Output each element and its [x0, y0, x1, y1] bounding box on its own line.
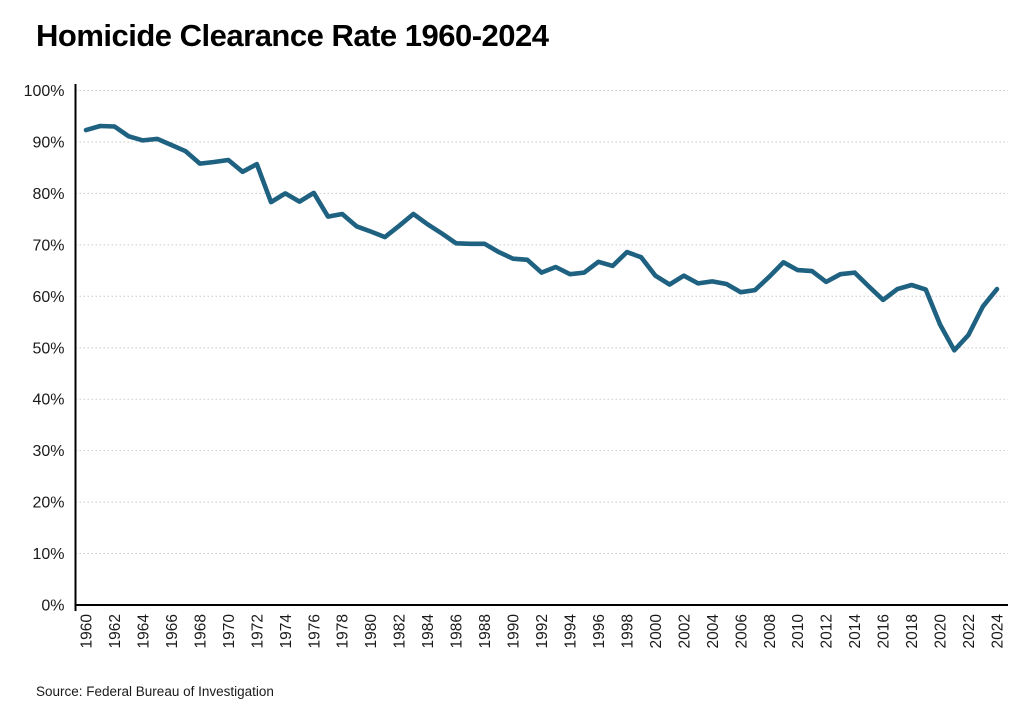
chart-title: Homicide Clearance Rate 1960-2024 — [36, 18, 549, 53]
x-axis-tick-label: 1970 — [221, 614, 238, 649]
x-axis-tick-label: 1998 — [619, 614, 636, 648]
x-axis-tick-label: 2002 — [676, 614, 693, 648]
x-axis-tick-label: 2024 — [990, 614, 1007, 649]
y-axis-tick-label: 90% — [32, 134, 64, 151]
x-axis-tick-label: 1976 — [306, 614, 323, 648]
x-axis-tick-label: 2010 — [790, 614, 807, 649]
y-axis-tick-label: 20% — [32, 495, 64, 512]
x-axis-tick-label: 2012 — [819, 614, 836, 648]
x-axis-tick-label: 1974 — [278, 614, 295, 649]
x-axis-tick-label: 1982 — [392, 614, 409, 648]
x-axis-tick-label: 1994 — [562, 614, 579, 649]
x-axis-tick-label: 2020 — [933, 614, 950, 649]
x-axis-tick-label: 2022 — [961, 614, 978, 648]
x-axis-tick-label: 1972 — [249, 614, 266, 648]
y-axis-tick-label: 10% — [32, 546, 64, 563]
y-axis-tick-label: 30% — [32, 443, 64, 460]
x-axis-tick-label: 2006 — [733, 614, 750, 648]
x-axis-tick-label: 1964 — [135, 614, 152, 649]
x-axis-tick-label: 2014 — [847, 614, 864, 649]
x-axis-tick-label: 2016 — [876, 614, 893, 648]
x-axis-tick-label: 1996 — [591, 614, 608, 648]
x-axis-tick-label: 1986 — [449, 614, 466, 648]
x-axis-tick-label: 2018 — [904, 614, 921, 648]
y-axis-tick-label: 0% — [41, 598, 64, 615]
y-axis-tick-label: 100% — [24, 83, 65, 100]
y-axis-tick-label: 40% — [32, 392, 64, 409]
y-axis-tick-label: 80% — [32, 186, 64, 203]
clearance-rate-line — [83, 123, 1000, 353]
source-note: Source: Federal Bureau of Investigation — [36, 684, 274, 699]
y-axis-tick-label: 70% — [32, 237, 64, 254]
x-axis-tick-label: 1980 — [363, 614, 380, 649]
x-axis-tick-label: 2008 — [762, 614, 779, 648]
x-axis-tick-label: 1984 — [420, 614, 437, 649]
x-axis-tick-label: 1966 — [164, 614, 181, 648]
x-axis-tick-label: 1960 — [79, 614, 96, 649]
x-axis-tick-label: 1988 — [477, 614, 494, 648]
y-axis-tick-label: 60% — [32, 289, 64, 306]
x-axis-tick-label: 1962 — [107, 614, 124, 648]
x-axis-tick-label: 1978 — [335, 614, 352, 648]
x-axis-tick-label: 2004 — [705, 614, 722, 649]
x-axis-tick-label: 1968 — [192, 614, 209, 648]
x-axis-tick-label: 1992 — [534, 614, 551, 648]
x-axis-tick-label: 1990 — [506, 614, 523, 649]
y-axis-tick-label: 50% — [32, 340, 64, 357]
x-axis-tick-label: 2000 — [648, 614, 665, 649]
